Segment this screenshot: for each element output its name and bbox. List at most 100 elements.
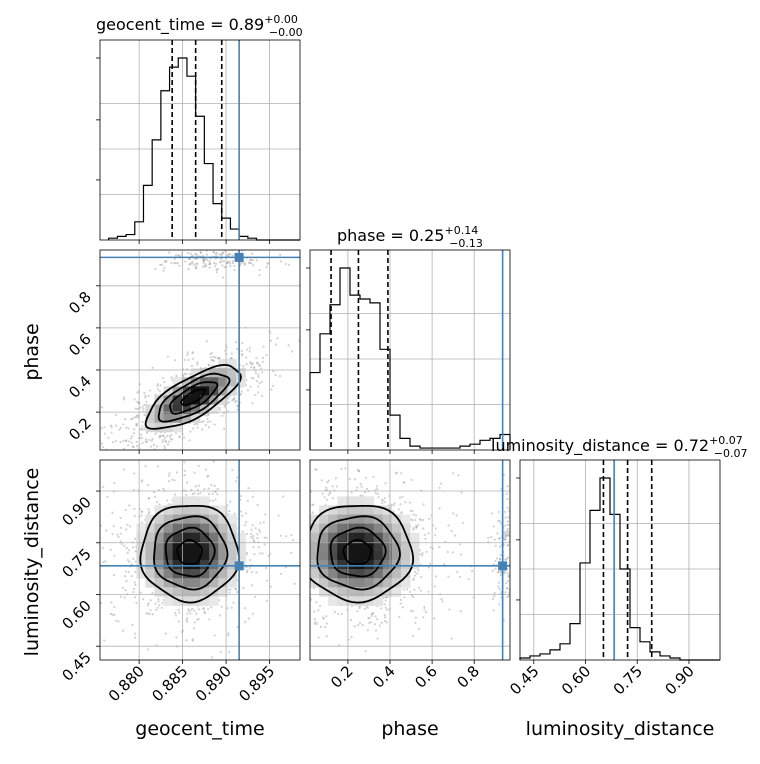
scatter-point bbox=[230, 352, 233, 355]
density-block bbox=[181, 395, 192, 405]
scatter-point bbox=[163, 266, 166, 269]
scatter-point bbox=[279, 534, 282, 537]
density-block bbox=[163, 541, 174, 552]
scatter-point bbox=[231, 468, 234, 472]
scatter-point bbox=[429, 546, 432, 549]
scatter-point bbox=[147, 438, 151, 441]
scatter-point bbox=[505, 534, 508, 537]
scatter-point bbox=[229, 264, 232, 268]
scatter-point bbox=[243, 524, 247, 527]
scatter-point bbox=[218, 253, 221, 256]
scatter-point bbox=[376, 488, 379, 491]
scatter-point bbox=[214, 356, 217, 359]
scatter-point bbox=[376, 637, 379, 640]
scatter-point bbox=[133, 472, 136, 475]
density-block bbox=[154, 560, 165, 570]
scatter-point bbox=[124, 439, 128, 442]
scatter-point bbox=[251, 252, 254, 255]
scatter-point bbox=[419, 518, 422, 521]
density-block bbox=[382, 560, 393, 570]
density-block bbox=[391, 541, 402, 552]
density-block bbox=[319, 569, 329, 579]
scatter-point bbox=[146, 483, 149, 487]
scatter-point bbox=[487, 536, 490, 539]
density-block bbox=[391, 569, 402, 579]
scatter-point bbox=[205, 265, 208, 268]
scatter-point bbox=[205, 253, 208, 256]
density-block bbox=[181, 413, 192, 424]
scatter-point bbox=[227, 632, 230, 635]
scatter-point bbox=[211, 499, 214, 503]
density-block bbox=[154, 514, 165, 525]
scatter-point bbox=[422, 503, 425, 506]
scatter-point bbox=[164, 436, 167, 439]
scatter-point bbox=[132, 416, 136, 419]
density-block bbox=[190, 514, 201, 525]
scatter-point bbox=[111, 532, 114, 536]
scatter-point bbox=[163, 445, 166, 448]
scatter-point bbox=[140, 510, 144, 513]
scatter-point bbox=[135, 414, 138, 417]
scatter-point bbox=[412, 513, 415, 516]
scatter-point bbox=[233, 512, 236, 515]
density-block bbox=[163, 569, 174, 579]
scatter-point bbox=[244, 521, 248, 524]
scatter-point bbox=[157, 488, 161, 492]
scatter-point bbox=[446, 550, 449, 554]
density-block bbox=[181, 404, 192, 415]
scatter-point bbox=[261, 371, 264, 374]
scatter-point bbox=[193, 423, 196, 426]
density-block bbox=[145, 560, 155, 570]
scatter-point bbox=[244, 620, 247, 623]
scatter-point bbox=[124, 589, 127, 592]
scatter-point bbox=[285, 535, 288, 538]
scatter-point bbox=[129, 525, 132, 528]
scatter-point bbox=[504, 524, 507, 527]
scatter-point bbox=[290, 551, 293, 554]
scatter-point bbox=[116, 533, 119, 536]
scatter-point bbox=[188, 263, 191, 266]
scatter-point bbox=[186, 612, 189, 615]
scatter-point bbox=[455, 514, 458, 517]
scatter-point bbox=[125, 528, 128, 531]
density-block bbox=[355, 496, 365, 506]
scatter-point bbox=[264, 566, 268, 570]
scatter-point bbox=[414, 616, 418, 619]
title-luminosity-distance-plus: +0.07 bbox=[709, 434, 743, 447]
density-block bbox=[337, 596, 347, 606]
scatter-point bbox=[507, 574, 510, 577]
scatter-point bbox=[140, 514, 143, 517]
scatter-point bbox=[367, 616, 370, 620]
scatter-point bbox=[186, 351, 190, 354]
scatter-point bbox=[253, 553, 256, 556]
scatter-point bbox=[134, 407, 137, 410]
scatter-point bbox=[220, 605, 223, 608]
scatter-point bbox=[337, 613, 340, 616]
density-block bbox=[181, 550, 192, 561]
contour-level-2-1 bbox=[329, 526, 387, 578]
scatter-point bbox=[411, 509, 414, 512]
density-block bbox=[391, 587, 402, 597]
scatter-point bbox=[380, 498, 384, 501]
scatter-point bbox=[139, 433, 142, 436]
scatter-point bbox=[100, 602, 103, 605]
density-block bbox=[172, 523, 183, 534]
scatter-point bbox=[196, 426, 199, 429]
scatter-point bbox=[111, 441, 115, 444]
density-block bbox=[227, 359, 237, 369]
scatter-point bbox=[356, 468, 359, 471]
contour-level-1-0 bbox=[176, 538, 203, 565]
scatter-point bbox=[140, 510, 143, 514]
scatter-point bbox=[282, 495, 285, 498]
scatter-point bbox=[139, 591, 142, 594]
scatter-point bbox=[417, 523, 420, 527]
scatter-point bbox=[399, 503, 402, 506]
scatter-point bbox=[114, 439, 117, 443]
scatter-point bbox=[257, 373, 260, 376]
scatter-point bbox=[490, 535, 493, 539]
scatter-point bbox=[508, 509, 510, 512]
scatter-point bbox=[170, 433, 173, 437]
scatter-point bbox=[256, 362, 259, 365]
scatter-point bbox=[261, 356, 265, 359]
scatter-point bbox=[497, 581, 501, 584]
